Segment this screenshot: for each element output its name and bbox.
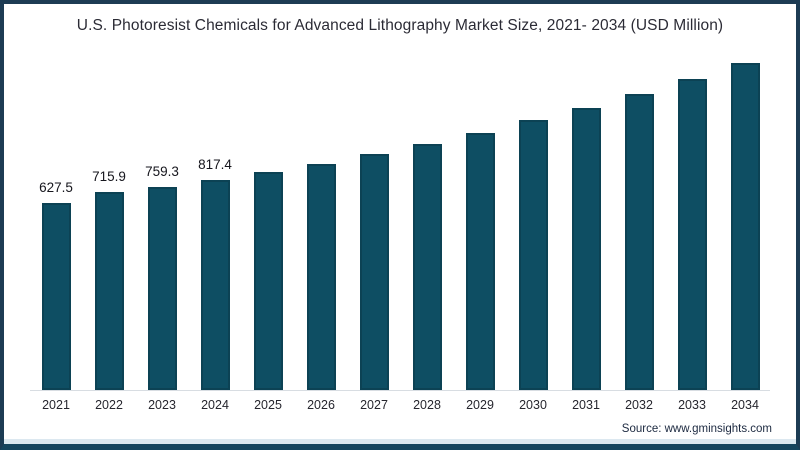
bar-2024 (200, 180, 230, 390)
bar-2030 (518, 120, 548, 390)
bar-2025 (253, 172, 283, 390)
x-tick-label-2027: 2027 (360, 398, 388, 412)
chart-title: U.S. Photoresist Chemicals for Advanced … (76, 17, 724, 34)
bar-2022 (94, 192, 124, 390)
frame-bottom-strip (4, 439, 796, 444)
x-tick-label-2028: 2028 (413, 398, 441, 412)
bar-2031 (571, 108, 601, 390)
x-tick-label-2021: 2021 (42, 398, 70, 412)
bar-value-label-2021: 627.5 (39, 180, 73, 195)
x-tick-label-2022: 2022 (95, 398, 123, 412)
bar-value-label-2024: 817.4 (198, 157, 232, 172)
x-tick-label-2030: 2030 (519, 398, 547, 412)
x-tick-label-2023: 2023 (148, 398, 176, 412)
x-tick-label-2024: 2024 (201, 398, 229, 412)
bar-2034 (730, 63, 760, 390)
x-tick-label-2025: 2025 (254, 398, 282, 412)
bar-value-label-2023: 759.3 (145, 164, 179, 179)
x-tick-label-2033: 2033 (678, 398, 706, 412)
bar-2033 (677, 79, 707, 390)
bar-value-label-2022: 715.9 (92, 169, 126, 184)
bar-2026 (306, 164, 336, 390)
bar-2021 (41, 203, 71, 390)
bar-2027 (359, 154, 389, 390)
x-tick-label-2034: 2034 (731, 398, 759, 412)
x-tick-label-2026: 2026 (307, 398, 335, 412)
bar-2032 (624, 94, 654, 390)
bar-2023 (147, 187, 177, 390)
x-tick-label-2029: 2029 (466, 398, 494, 412)
x-tick-label-2032: 2032 (625, 398, 653, 412)
bar-2029 (465, 133, 495, 390)
x-tick-label-2031: 2031 (572, 398, 600, 412)
source-credit: Source: www.gminsights.com (621, 423, 772, 435)
bar-2028 (412, 144, 442, 390)
x-axis-baseline (30, 390, 770, 391)
